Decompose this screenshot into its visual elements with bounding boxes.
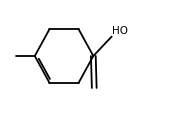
Text: HO: HO: [112, 26, 128, 36]
